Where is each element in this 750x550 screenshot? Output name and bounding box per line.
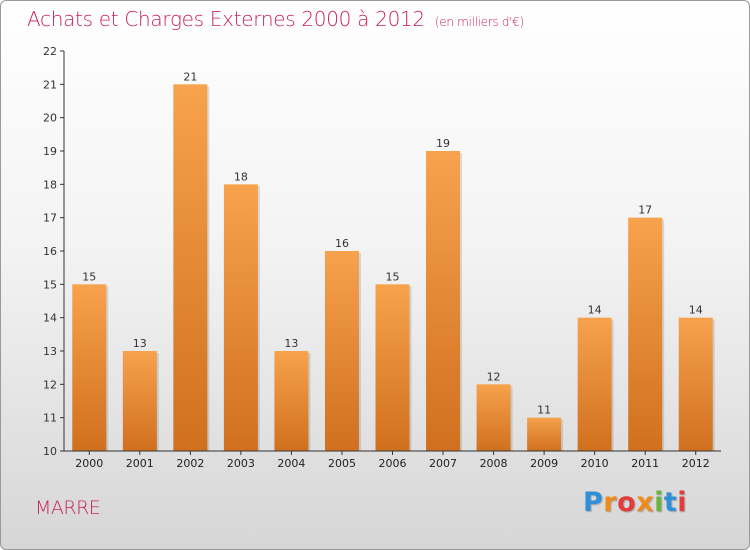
- chart-subtitle: (en milliers d'€): [434, 15, 524, 29]
- logo-letter: P: [583, 487, 604, 518]
- y-tick-label: 15: [43, 278, 57, 291]
- x-tick-label: 2002: [176, 457, 204, 470]
- logo-letter: i: [677, 487, 688, 518]
- bar-2004: [274, 351, 309, 451]
- bar-2009: [527, 417, 562, 451]
- logo-letter: o: [617, 487, 637, 518]
- y-tick-label: 18: [43, 178, 57, 191]
- y-tick-label: 16: [43, 245, 57, 258]
- proxiti-logo: Proxiti: [583, 487, 687, 518]
- bar-2000: [72, 284, 107, 451]
- value-label: 12: [487, 370, 501, 383]
- bar-2010: [577, 317, 612, 451]
- value-label: 14: [588, 304, 602, 317]
- value-label: 21: [183, 70, 197, 83]
- bar-2007: [426, 151, 461, 451]
- bar-2012: [678, 317, 713, 451]
- bar-2001: [122, 351, 157, 451]
- x-tick-label: 2003: [227, 457, 255, 470]
- value-label: 14: [689, 304, 703, 317]
- chart-title: Achats et Charges Externes 2000 à 2012 (e…: [27, 7, 524, 31]
- bar-2002: [173, 84, 208, 451]
- bar-2011: [628, 217, 663, 451]
- value-label: 11: [537, 404, 551, 417]
- x-tick-label: 2007: [429, 457, 457, 470]
- bar-2005: [324, 251, 359, 451]
- bar-2003: [223, 184, 258, 452]
- x-tick-label: 2004: [277, 457, 305, 470]
- value-label: 17: [638, 204, 652, 217]
- x-tick-label: 2006: [379, 457, 407, 470]
- logo-letter: i: [654, 487, 664, 518]
- value-label: 13: [133, 337, 147, 350]
- x-tick-label: 2012: [682, 457, 710, 470]
- value-label: 19: [436, 137, 450, 150]
- x-tick-label: 2001: [126, 457, 154, 470]
- town-name: MARRE: [35, 497, 101, 519]
- y-tick-label: 12: [43, 378, 57, 391]
- value-label: 16: [335, 237, 349, 250]
- value-label: 13: [284, 337, 298, 350]
- y-tick-label: 13: [43, 345, 57, 358]
- y-tick-label: 10: [43, 445, 57, 458]
- y-tick-label: 22: [43, 45, 57, 58]
- y-tick-label: 20: [43, 112, 57, 125]
- chart-title-text: Achats et Charges Externes 2000 à 2012: [27, 7, 425, 31]
- logo-letter: t: [663, 487, 678, 518]
- y-tick-label: 14: [43, 312, 57, 325]
- y-tick-label: 21: [43, 78, 57, 91]
- value-label: 15: [386, 270, 400, 283]
- bars-layer: 15 13 21 18 13 16 15 19 12 11 14 17 14: [72, 70, 715, 452]
- x-tick-label: 2008: [480, 457, 508, 470]
- y-tick-label: 19: [43, 145, 57, 158]
- logo-letter: r: [603, 487, 618, 518]
- value-label: 15: [82, 270, 96, 283]
- x-tick-label: 2009: [530, 457, 558, 470]
- bar-2006: [375, 284, 410, 451]
- logo-letter: x: [636, 487, 655, 518]
- y-tick-label: 17: [43, 212, 57, 225]
- value-label: 18: [234, 170, 248, 183]
- y-tick-label: 11: [43, 412, 57, 425]
- x-tick-label: 2005: [328, 457, 356, 470]
- bar-2008: [476, 384, 511, 451]
- axes-layer: 10 11 12 13 14 15 16 17 18 19 20 21 22 2000 2001 2002 20…: [43, 45, 721, 470]
- x-tick-label: 2010: [581, 457, 609, 470]
- x-tick-label: 2000: [75, 457, 103, 470]
- x-tick-label: 2011: [631, 457, 659, 470]
